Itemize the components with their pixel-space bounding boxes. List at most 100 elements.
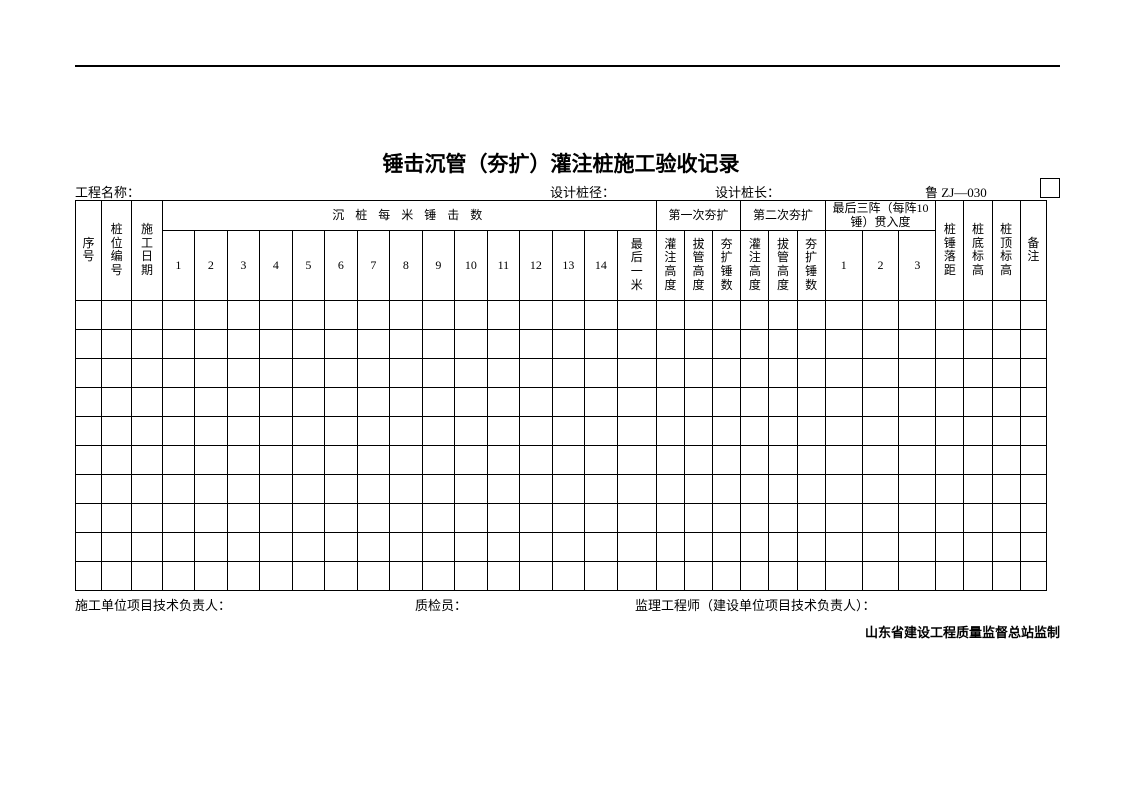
cell (741, 532, 769, 561)
cell (325, 300, 358, 329)
cell (390, 532, 423, 561)
cell (520, 445, 553, 474)
cell (162, 416, 195, 445)
cell (992, 387, 1020, 416)
cell (964, 300, 992, 329)
table-row (76, 532, 1047, 561)
form-code: 鲁 ZJ—030 (925, 182, 987, 201)
col-top: 桩顶标高 (993, 221, 1020, 280)
cell (292, 561, 325, 590)
cell (992, 300, 1020, 329)
cell (992, 445, 1020, 474)
issuing-org: 山东省建设工程质量监督总站监制 (865, 622, 1060, 641)
cell (422, 532, 455, 561)
cell (713, 387, 741, 416)
cell (260, 474, 293, 503)
cell (769, 532, 797, 561)
cell (713, 561, 741, 590)
col-drop: 桩锤落距 (936, 221, 963, 280)
cell (656, 416, 684, 445)
cell (862, 416, 899, 445)
col-m12: 12 (520, 230, 553, 300)
cell (741, 561, 769, 590)
cell (617, 358, 656, 387)
cell (936, 445, 964, 474)
table-row (76, 474, 1047, 503)
cell (797, 474, 825, 503)
cell (357, 445, 390, 474)
cell (455, 416, 488, 445)
cell (936, 416, 964, 445)
meta-row: 工程名称： 设计桩径： 设计桩长： 鲁 ZJ—030 (75, 182, 1060, 200)
col-m3: 3 (227, 230, 260, 300)
cell (936, 532, 964, 561)
cell (684, 445, 712, 474)
cell (422, 474, 455, 503)
cell (195, 329, 228, 358)
cell (1020, 532, 1046, 561)
cell (487, 474, 520, 503)
cell (899, 532, 936, 561)
cell (455, 300, 488, 329)
cell (292, 503, 325, 532)
cell (1020, 387, 1046, 416)
cell (422, 561, 455, 590)
table-row (76, 503, 1047, 532)
cell (162, 329, 195, 358)
cell (936, 561, 964, 590)
dia-label: 设计桩径： (550, 182, 615, 201)
cell (797, 300, 825, 329)
cell (1020, 329, 1046, 358)
cell (422, 445, 455, 474)
col-l3-2: 2 (862, 230, 899, 300)
cell (227, 503, 260, 532)
cell (422, 300, 455, 329)
cell (899, 474, 936, 503)
cell (713, 532, 741, 561)
cell (825, 561, 862, 590)
cell (713, 300, 741, 329)
cell (797, 561, 825, 590)
cell (741, 474, 769, 503)
cell (422, 416, 455, 445)
cell (899, 416, 936, 445)
cell (390, 358, 423, 387)
col-e2-ram: 夯扩锤数 (798, 236, 825, 295)
cell (825, 300, 862, 329)
document-title: 锤击沉管（夯扩）灌注桩施工验收记录 (0, 148, 1122, 178)
cell (656, 300, 684, 329)
cell (520, 358, 553, 387)
cell (357, 329, 390, 358)
cell (357, 387, 390, 416)
cell (325, 445, 358, 474)
cell (552, 358, 585, 387)
col-lastm: 最后一米 (618, 236, 656, 295)
cell (899, 445, 936, 474)
cell (76, 474, 102, 503)
cell (585, 532, 618, 561)
cell (76, 445, 102, 474)
cell (487, 503, 520, 532)
cell (797, 445, 825, 474)
cell (487, 561, 520, 590)
cell (422, 503, 455, 532)
cell (797, 503, 825, 532)
cell (102, 358, 132, 387)
cell (162, 358, 195, 387)
cell (684, 358, 712, 387)
cell (862, 561, 899, 590)
cell (585, 387, 618, 416)
cell (260, 445, 293, 474)
len-label: 设计桩长： (715, 182, 780, 201)
col-pileno: 桩位编号 (102, 221, 131, 280)
cell (195, 532, 228, 561)
cell (227, 387, 260, 416)
col-remark: 备注 (1021, 235, 1046, 267)
cell (195, 561, 228, 590)
cell (260, 561, 293, 590)
cell (102, 416, 132, 445)
cell (1020, 358, 1046, 387)
cell (227, 445, 260, 474)
cell (162, 300, 195, 329)
cell (487, 300, 520, 329)
